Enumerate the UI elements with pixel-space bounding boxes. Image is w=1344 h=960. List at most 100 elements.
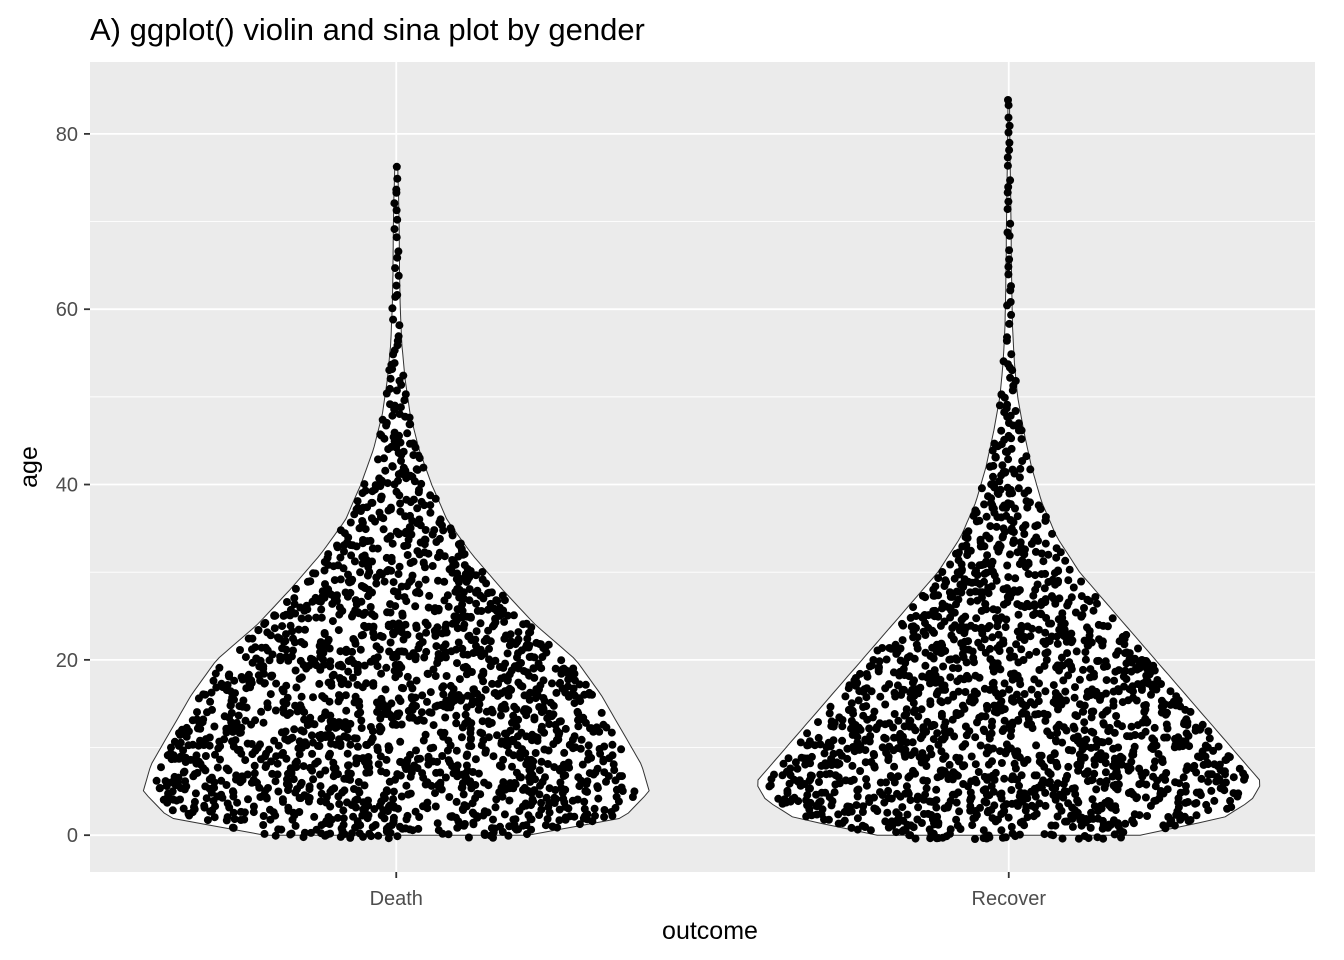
sina-point (515, 807, 524, 815)
sina-point (241, 716, 250, 725)
sina-point (519, 785, 527, 794)
sina-point (966, 796, 975, 805)
sina-point (600, 742, 609, 751)
sina-point (997, 759, 1006, 767)
sina-point (849, 775, 858, 784)
sina-point (510, 702, 519, 711)
sina-point (295, 808, 304, 816)
sina-point (1048, 529, 1057, 538)
sina-point (283, 778, 292, 787)
sina-point (429, 743, 438, 752)
sina-point (353, 817, 362, 826)
sina-point (236, 816, 245, 824)
sina-point (457, 733, 466, 742)
sina-point (827, 761, 836, 769)
sina-point (558, 684, 567, 693)
sina-point (445, 793, 454, 801)
sina-point (1083, 767, 1092, 776)
sina-point (1046, 754, 1055, 762)
sina-point (178, 725, 187, 734)
sina-point (389, 795, 398, 804)
sina-point (797, 779, 806, 788)
sina-point (1087, 707, 1096, 716)
sina-point (291, 584, 300, 593)
sina-point (527, 623, 536, 632)
sina-point (250, 761, 259, 770)
sina-point (261, 763, 270, 772)
sina-point (525, 695, 534, 704)
sina-point (1140, 701, 1149, 710)
sina-point (210, 722, 219, 731)
sina-point (424, 752, 433, 761)
sina-point (1167, 816, 1176, 825)
sina-point (1000, 501, 1009, 510)
sina-point (1087, 808, 1096, 817)
sina-point (979, 826, 988, 835)
sina-point (838, 716, 847, 724)
sina-point (478, 568, 487, 576)
sina-point (291, 701, 300, 710)
sina-point (430, 526, 439, 535)
sina-point (952, 815, 961, 824)
sina-point (453, 823, 462, 832)
sina-point (386, 608, 395, 617)
sina-point (305, 782, 314, 791)
sina-point (530, 713, 539, 722)
sina-point (1202, 800, 1211, 809)
sina-point (547, 712, 556, 721)
sina-point (354, 754, 363, 763)
sina-point (481, 746, 490, 755)
sina-point (1086, 673, 1094, 682)
sina-point (604, 772, 613, 781)
sina-point (376, 724, 385, 733)
sina-point (1179, 773, 1188, 782)
sina-point (168, 806, 177, 815)
sina-point (408, 571, 417, 580)
sina-point (243, 770, 252, 779)
sina-point (1093, 599, 1101, 608)
sina-point (357, 724, 366, 732)
sina-point (360, 805, 369, 814)
sina-point (840, 816, 849, 825)
sina-point (490, 689, 499, 698)
sina-point (388, 720, 397, 729)
sina-point (444, 830, 453, 839)
sina-point (292, 683, 301, 692)
sina-point (344, 761, 353, 770)
sina-point (512, 825, 521, 834)
sina-point (788, 795, 797, 804)
sina-point (319, 648, 328, 657)
sina-point (1022, 452, 1031, 461)
sina-point (1096, 749, 1105, 758)
sina-point (987, 498, 996, 507)
sina-point (913, 815, 922, 824)
sina-point (1235, 764, 1244, 773)
sina-point (395, 410, 404, 418)
sina-point (300, 791, 309, 800)
sina-point (820, 749, 829, 758)
sina-point (412, 746, 420, 755)
sina-point (186, 755, 195, 764)
sina-point (1113, 719, 1122, 728)
sina-point (435, 548, 444, 557)
sina-point (403, 551, 412, 559)
sina-point (1131, 731, 1139, 739)
sina-point (957, 588, 966, 597)
sina-point (801, 760, 810, 769)
sina-point (232, 771, 241, 780)
sina-point (1110, 676, 1119, 685)
sina-point (1018, 556, 1027, 565)
sina-point (248, 645, 256, 654)
sina-point (396, 507, 405, 516)
sina-point (936, 697, 945, 706)
sina-point (366, 536, 375, 545)
sina-point (471, 755, 480, 764)
sina-point (618, 772, 626, 781)
sina-point (395, 491, 404, 500)
sina-point (914, 803, 923, 812)
sina-point (589, 770, 598, 779)
sina-point (259, 821, 268, 829)
sina-point (333, 543, 342, 552)
sina-point (470, 685, 478, 694)
